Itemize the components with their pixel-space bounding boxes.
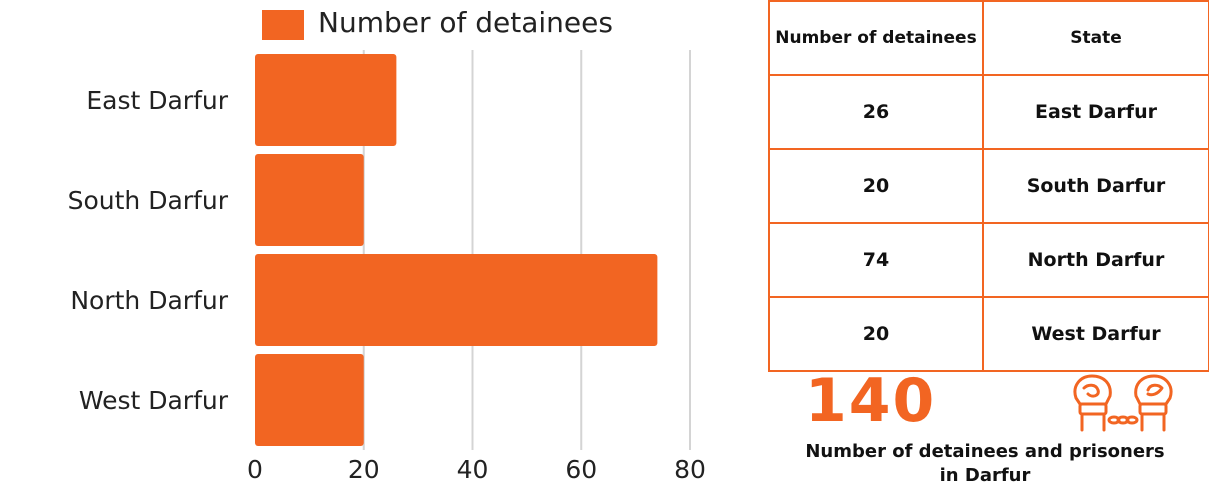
x-tick-label: 80 [674, 455, 706, 484]
table-cell-state: East Darfur [982, 74, 1209, 150]
table-header-state: State [982, 0, 1209, 76]
table-header-row: Number of detainees State [768, 0, 1209, 76]
detainees-table: Number of detainees State 26 East Darfur… [768, 0, 1209, 372]
table-header-count: Number of detainees [768, 0, 984, 76]
legend-label: Number of detainees [318, 6, 613, 39]
table-cell-state: West Darfur [982, 296, 1209, 372]
x-tick-label: 0 [247, 455, 263, 484]
category-label: West Darfur [79, 386, 229, 415]
total-detainees: 140 [805, 366, 937, 436]
table-row: 26 East Darfur [768, 74, 1209, 150]
detainees-bar-chart: 0 20 40 60 80 East Darfur South Darfur North Da… [68, 50, 706, 484]
bar [255, 354, 364, 446]
handcuffed-fists-icon [1073, 374, 1173, 432]
legend-swatch [262, 10, 304, 40]
table-cell-count: 74 [768, 222, 984, 298]
category-label: East Darfur [86, 86, 228, 115]
table-cell-count: 26 [768, 74, 984, 150]
category-label: South Darfur [68, 186, 229, 215]
x-tick-label: 40 [457, 455, 489, 484]
table-row: 20 South Darfur [768, 148, 1209, 224]
table-cell-count: 20 [768, 296, 984, 372]
table-row: 20 West Darfur [768, 296, 1209, 372]
total-caption: Number of detainees and prisoners in Dar… [805, 441, 1165, 486]
x-tick-label: 20 [348, 455, 380, 484]
category-label: North Darfur [70, 286, 228, 315]
x-tick-label: 60 [565, 455, 597, 484]
bar [255, 254, 658, 346]
table-row: 74 North Darfur [768, 222, 1209, 298]
table-cell-count: 20 [768, 148, 984, 224]
table-cell-state: North Darfur [982, 222, 1209, 298]
bar [255, 54, 397, 146]
bar [255, 154, 364, 246]
table-cell-state: South Darfur [982, 148, 1209, 224]
